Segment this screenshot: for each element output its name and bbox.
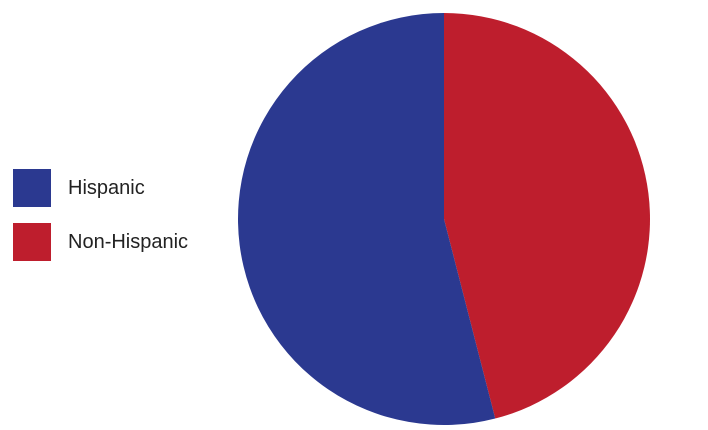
pie-slice-hispanic xyxy=(238,13,496,425)
pie-slices xyxy=(238,12,651,425)
legend-label-hispanic: Hispanic xyxy=(68,176,145,199)
pie-slice-non-hispanic xyxy=(444,12,651,419)
legend-swatch-non-hispanic xyxy=(13,223,51,261)
legend: Hispanic Non-Hispanic xyxy=(13,168,188,276)
legend-item-hispanic: Hispanic xyxy=(13,168,188,208)
legend-label-non-hispanic: Non-Hispanic xyxy=(68,230,189,253)
legend-item-non-hispanic: Non-Hispanic xyxy=(13,222,188,262)
legend-swatch-hispanic xyxy=(13,169,51,207)
